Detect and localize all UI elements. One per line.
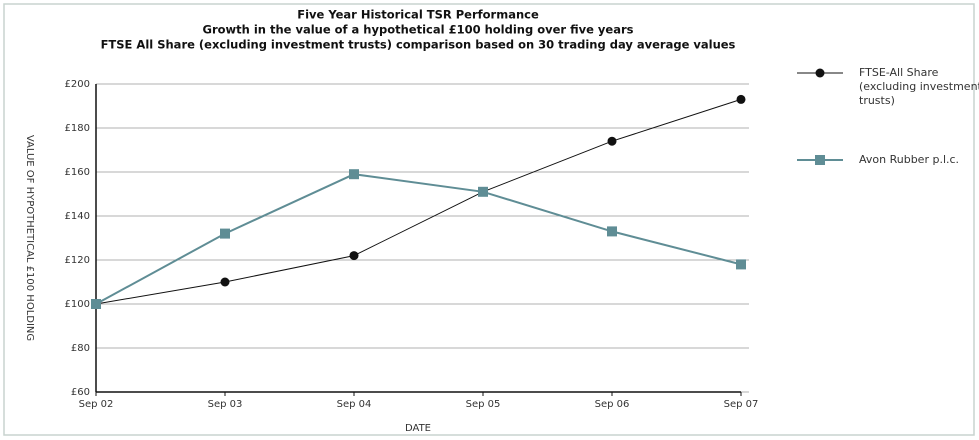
x-tick-label: Sep 04	[337, 399, 372, 410]
data-point	[478, 186, 488, 197]
x-tick-label: Sep 02	[79, 399, 114, 410]
y-tick-label: £180	[65, 123, 90, 134]
y-tick-label: £120	[65, 255, 90, 266]
y-tick-label: £160	[65, 167, 90, 178]
series-line	[95, 98, 742, 305]
y-tick-label: £140	[65, 211, 90, 222]
chart-subtitle: Growth in the value of a hypothetical £1…	[203, 23, 634, 37]
data-point	[220, 277, 230, 287]
chart-subtitle: FTSE All Share (excluding investment tru…	[101, 38, 736, 52]
data-point	[349, 169, 359, 180]
data-point	[736, 259, 746, 270]
x-tick-label: Sep 05	[466, 399, 501, 410]
legend-label: Avon Rubber p.l.c.	[859, 153, 960, 166]
legend-label: FTSE-All Share (excluding investment tru…	[859, 66, 979, 107]
y-axis-label: VALUE OF HYPOTHETICAL £100 HOLDING	[24, 135, 35, 341]
legend-marker	[815, 155, 825, 165]
data-point	[349, 251, 359, 261]
frame	[3, 3, 975, 436]
y-tick-label: £200	[65, 79, 90, 90]
series-line	[95, 173, 742, 305]
y-tick-label: £100	[65, 299, 90, 310]
data-point	[91, 299, 101, 309]
data-point	[607, 136, 617, 146]
x-tick-label: Sep 03	[208, 399, 243, 410]
y-tick-label: £80	[71, 343, 90, 354]
data-point	[736, 94, 746, 104]
x-tick-label: Sep 07	[724, 399, 759, 410]
x-axis-label: DATE	[405, 423, 431, 434]
legend-marker	[815, 68, 825, 78]
data-point	[220, 228, 230, 239]
y-tick-label: £60	[71, 387, 90, 398]
data-point	[607, 226, 617, 237]
x-tick-label: Sep 06	[595, 399, 630, 410]
chart-title: Five Year Historical TSR Performance	[297, 8, 539, 22]
